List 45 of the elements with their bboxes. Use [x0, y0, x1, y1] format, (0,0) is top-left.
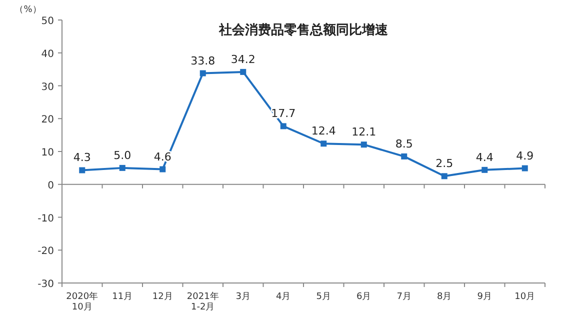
point — [522, 165, 528, 172]
x-tick-label: 10月 — [514, 292, 536, 302]
x-tick-label: 9月 — [477, 292, 492, 302]
x-tick-label: 6月 — [356, 292, 372, 302]
data-label: 4.3 — [73, 151, 91, 164]
point — [280, 123, 286, 130]
x-tick-label: 3月 — [236, 292, 250, 302]
point — [200, 70, 206, 76]
y-tick-label: -30 — [38, 279, 54, 290]
point — [240, 68, 246, 75]
y-tick-label: 30 — [41, 82, 54, 93]
x-tick-label: 4月 — [276, 292, 291, 302]
data-label: 12.1 — [352, 126, 376, 139]
y-tick-label: 40 — [41, 48, 54, 60]
y-tick-label: 10 — [41, 148, 54, 158]
y-tick-label: 0 — [48, 180, 54, 192]
x-tick-label: 2021年 1-2月 — [186, 291, 219, 312]
x-tick-label: 12月 — [152, 292, 173, 302]
point — [320, 140, 327, 147]
point — [401, 153, 408, 160]
x-tick-label: 7月 — [396, 292, 412, 302]
y-tick-label: 50 — [41, 16, 54, 27]
y-axis-title: （%） — [14, 5, 42, 15]
chart-title: 社会消费品零售总额同比增速 — [218, 22, 389, 38]
y-tick-label: 20 — [41, 114, 54, 126]
data-label: 2.5 — [436, 157, 454, 170]
x-tick-label: 11月 — [112, 292, 133, 302]
x-tick-label: 5月 — [316, 292, 331, 302]
point — [79, 167, 86, 174]
point — [482, 166, 488, 173]
data-label: 12.4 — [311, 124, 336, 138]
data-label: 4.9 — [516, 149, 534, 162]
x-tick-label: 8月 — [437, 292, 452, 302]
point — [119, 164, 126, 171]
x-tick-label: 2020年 10月 — [66, 291, 98, 312]
point — [160, 166, 166, 172]
data-label: 33.8 — [190, 54, 216, 68]
data-label: 8.5 — [395, 137, 413, 150]
data-label: 5.0 — [114, 148, 132, 162]
point — [360, 142, 367, 148]
y-tick-label: -10 — [38, 213, 54, 224]
point — [441, 173, 448, 180]
y-tick-label: -20 — [38, 246, 54, 258]
data-label: 34.2 — [230, 52, 256, 66]
data-label: 4.4 — [476, 150, 494, 164]
